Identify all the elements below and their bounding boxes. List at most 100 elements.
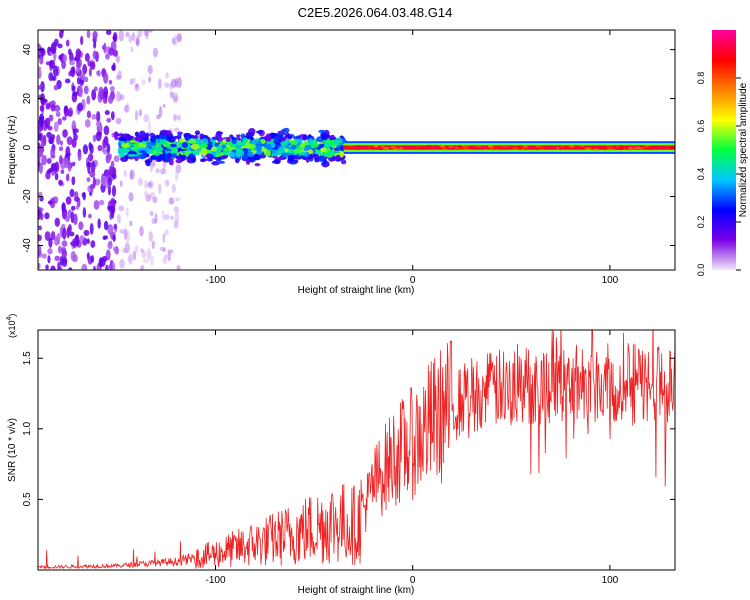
- spectrogram-cell: [135, 37, 140, 47]
- spectrogram-cell: [71, 85, 76, 92]
- spectrogram-cell: [140, 264, 145, 270]
- spectrogram-cell: [94, 178, 101, 186]
- spectrogram-cell: [299, 143, 306, 149]
- spectrogram-cell: [72, 128, 77, 136]
- spectrogram-cell: [46, 158, 52, 165]
- spectrogram-cell: [151, 240, 155, 250]
- spectrogram-cell: [129, 169, 135, 180]
- spectrogram-cell: [102, 235, 107, 241]
- spectrogram-cell: [155, 168, 160, 174]
- spectrogram-cell: [174, 210, 180, 223]
- spectrogram-cell: [107, 176, 113, 187]
- spectrogram-cell: [645, 147, 651, 150]
- spectrogram-cell: [44, 212, 50, 220]
- spectrogram-cell: [167, 249, 174, 254]
- spectrogram-cell: [79, 72, 86, 81]
- spectrogram-cell: [40, 81, 45, 93]
- spectrogram-cell: [194, 130, 201, 136]
- spectrogram-cell: [107, 224, 114, 235]
- spectrogram-cell: [138, 150, 146, 154]
- spectrogram-cell: [38, 244, 42, 257]
- spectrogram-cell: [176, 114, 182, 121]
- spectrogram-cell: [53, 38, 59, 47]
- spectrogram-cell: [58, 146, 64, 152]
- spectrogram-cell: [215, 156, 222, 162]
- spectrogram-cell: [107, 94, 114, 104]
- spectrogram-cell: [211, 161, 220, 166]
- colorbar-tick-label: 0.6: [696, 120, 706, 133]
- spectrogram-cell: [68, 267, 73, 270]
- spectrogram-cell: [38, 113, 45, 126]
- spectrogram-cell: [357, 145, 362, 148]
- spectrogram-cell: [128, 192, 134, 202]
- spectrogram-cell: [148, 30, 153, 33]
- spectrogram-cell: [318, 129, 326, 134]
- spectrogram-cell: [77, 102, 84, 112]
- spectrogram-cell: [66, 226, 70, 239]
- spectrogram-cell: [82, 63, 88, 75]
- spectrogram-cell: [248, 128, 256, 135]
- spectrogram-cell: [141, 134, 149, 141]
- spectrogram-cell: [60, 247, 67, 252]
- spectrogram-cell: [333, 147, 341, 151]
- spectrogram-cell: [86, 177, 91, 183]
- spectrogram-cell: [170, 78, 177, 88]
- spectrogram-cell: [138, 109, 143, 117]
- spectrogram-cell: [170, 215, 174, 221]
- spectrogram-cell: [225, 136, 231, 143]
- spectrogram-cell: [287, 154, 295, 162]
- spectrogram-cell: [86, 95, 91, 105]
- spectrogram-cell: [110, 111, 115, 121]
- spectrogram-cell: [91, 89, 97, 101]
- spectrogram-cell: [339, 150, 344, 158]
- spectrogram-cell: [70, 241, 76, 247]
- spectrogram-cell: [326, 150, 336, 157]
- spectrogram-cell: [96, 110, 101, 123]
- spectrogram-cell: [384, 145, 390, 148]
- spectrogram-cell: [137, 154, 147, 160]
- spectrogram-cell: [38, 85, 42, 90]
- spectrogram-cell: [327, 140, 336, 146]
- spectrogram-cell: [65, 39, 70, 47]
- colorbar-tick-label: 0.4: [696, 168, 706, 181]
- spectrogram-cell: [390, 145, 396, 149]
- spectrogram-cell: [512, 147, 519, 150]
- spectrogram-cell: [217, 160, 225, 164]
- spectrogram-cell: [216, 131, 224, 135]
- spectrogram-cell: [143, 114, 150, 123]
- spectrogram-cell: [221, 155, 227, 159]
- spectrogram-cell: [108, 165, 113, 177]
- spectrogram-cell: [172, 135, 181, 139]
- spectrogram-cell: [118, 30, 125, 42]
- spectrogram-cell: [104, 110, 110, 116]
- spectrogram-cell: [107, 185, 112, 196]
- spectrogram-cell: [44, 117, 51, 129]
- spectrogram-cell: [155, 146, 164, 153]
- spectrogram-cell: [123, 228, 128, 240]
- spectrogram-y-tick-label: 0: [22, 144, 33, 150]
- spectrogram-cell: [115, 91, 122, 103]
- spectrogram-cell: [522, 145, 529, 148]
- spectrogram-cell: [51, 134, 56, 140]
- spectrogram-cell: [166, 143, 171, 149]
- spectrogram-cell: [245, 142, 251, 149]
- spectrogram-cell: [79, 235, 85, 242]
- colorbar-tick-label: 0.2: [696, 216, 706, 229]
- spectrogram-cell: [70, 66, 76, 78]
- spectrogram-cell: [324, 143, 330, 148]
- spectrogram-cell: [491, 147, 498, 150]
- spectrogram-cell: [188, 138, 197, 144]
- spectrogram-cell: [71, 176, 76, 186]
- spectrogram-cell: [217, 144, 223, 148]
- spectrogram-frame: [37, 29, 676, 271]
- spectrogram-cell: [206, 158, 213, 162]
- spectrogram-cell: [345, 145, 352, 149]
- spectrogram-cell: [146, 181, 153, 188]
- spectrogram-cell: [106, 153, 112, 161]
- spectrogram-cell: [134, 156, 139, 162]
- spectrogram-cell: [290, 140, 298, 146]
- spectrogram-cell: [139, 226, 144, 237]
- spectrogram-cell: [354, 147, 362, 151]
- spectrogram-cell: [618, 145, 625, 148]
- spectrogram-cell: [105, 30, 112, 36]
